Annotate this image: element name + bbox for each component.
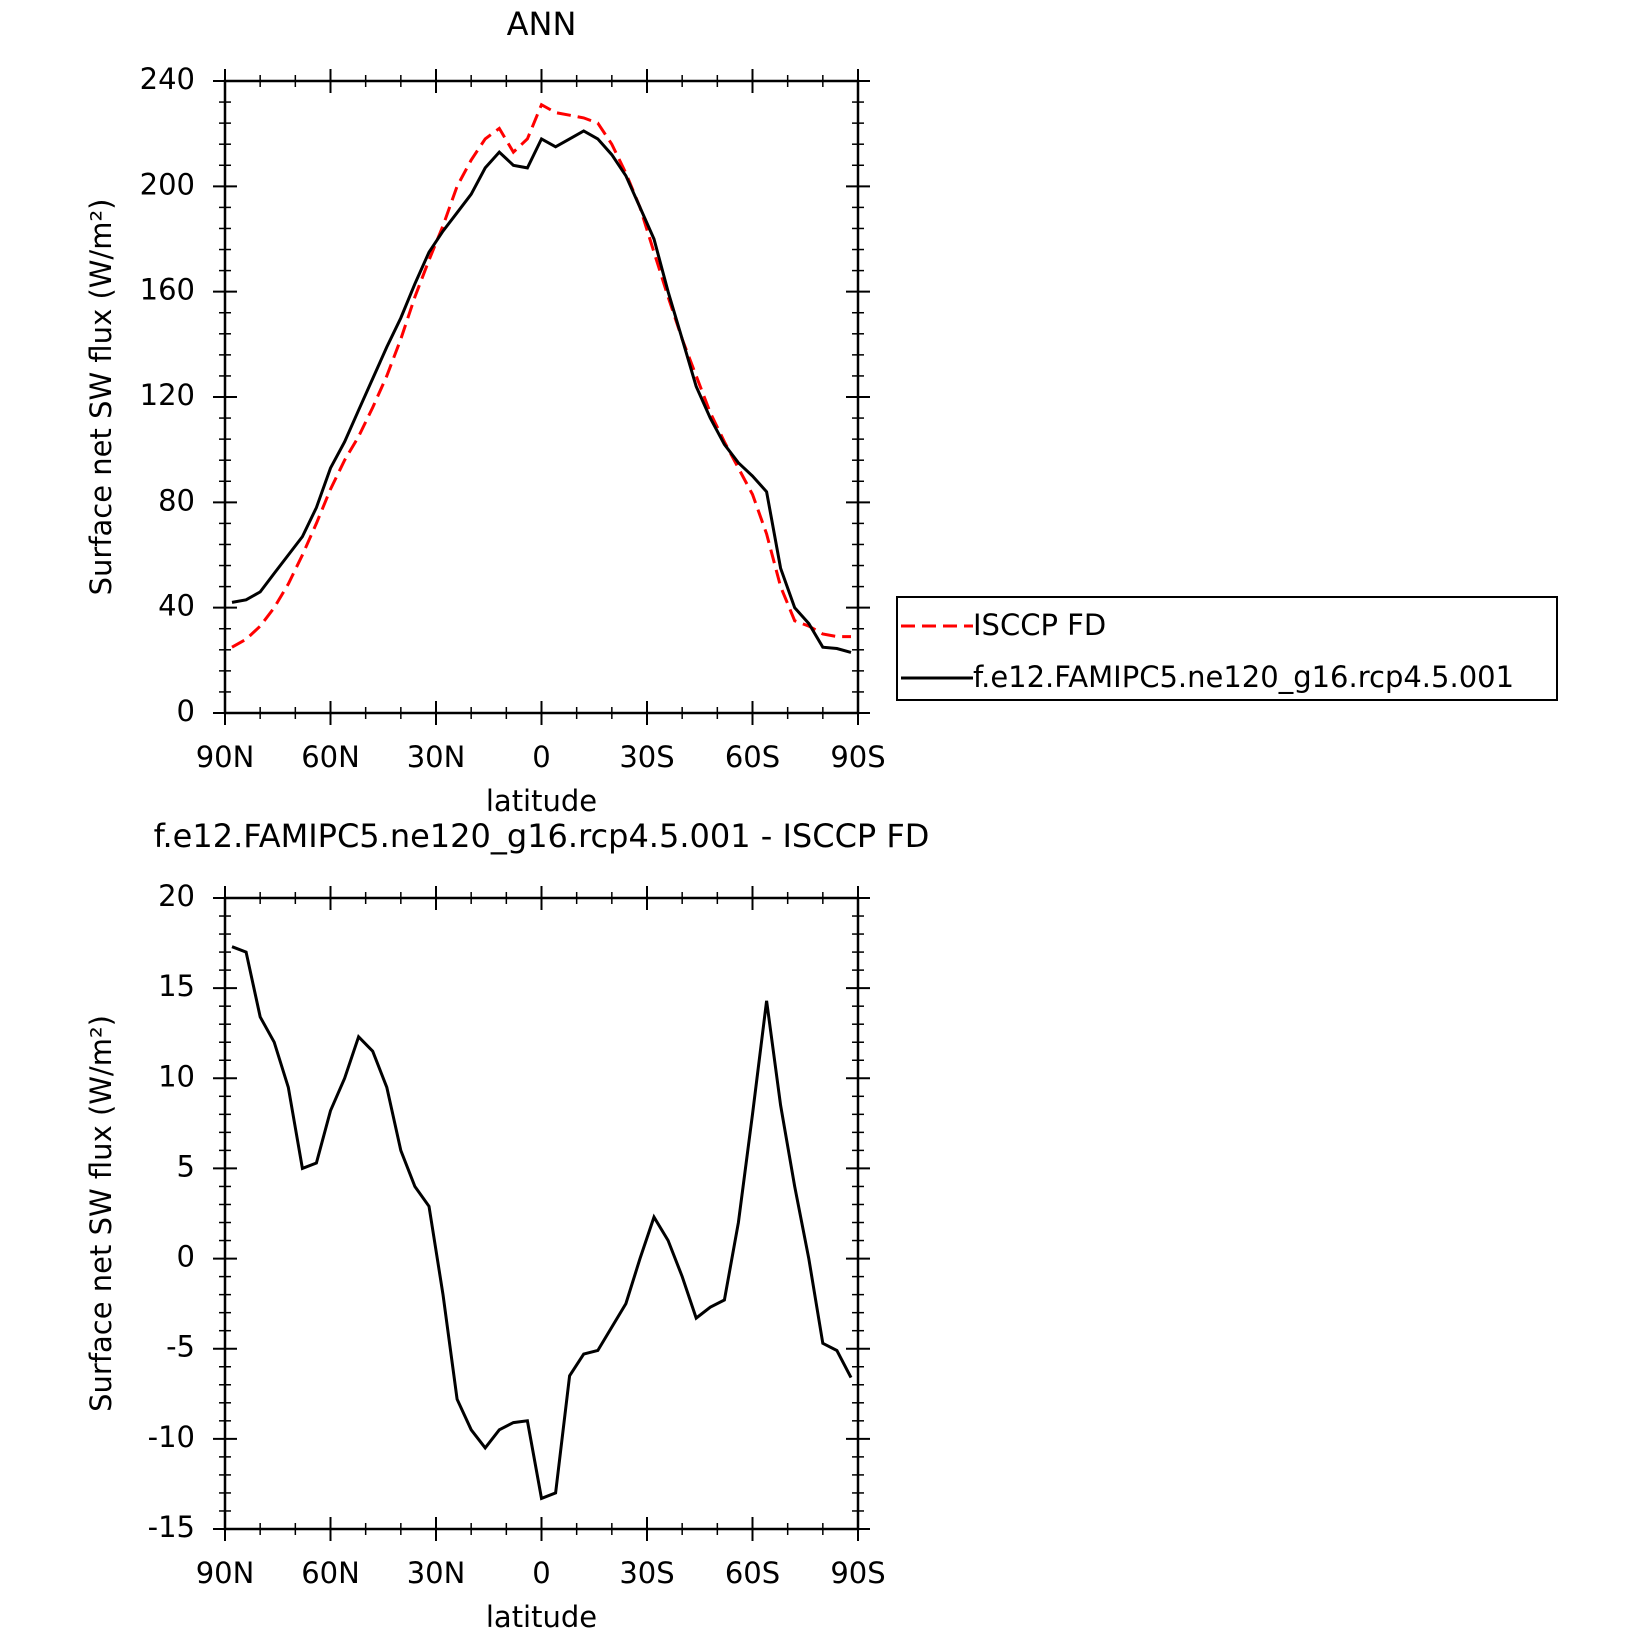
- x-tick-label: 30S: [619, 740, 674, 774]
- series-line: [231, 945, 853, 1501]
- x-tick-label: 90S: [830, 1556, 885, 1590]
- y-tick-label: 20: [158, 879, 195, 913]
- x-tick-label: 90N: [196, 1556, 255, 1590]
- chart-title: f.e12.FAMIPC5.ne120_g16.rcp4.5.001 - ISC…: [154, 817, 930, 855]
- y-tick-label: 0: [177, 694, 195, 728]
- y-tick-label: -15: [148, 1510, 195, 1544]
- legend-label: ISCCP FD: [973, 608, 1106, 642]
- y-tick-label: 5: [177, 1149, 195, 1183]
- x-axis-label: latitude: [486, 784, 597, 818]
- y-tick-label: -10: [148, 1420, 195, 1454]
- x-tick-label: 0: [532, 1556, 550, 1590]
- y-tick-label: 160: [140, 273, 195, 307]
- x-tick-label: 60N: [301, 1556, 360, 1590]
- y-tick-label: 0: [177, 1240, 195, 1274]
- x-tick-label: 0: [532, 740, 550, 774]
- y-tick-label: 10: [158, 1059, 195, 1093]
- y-tick-label: 200: [140, 167, 195, 201]
- x-tick-label: 60S: [725, 740, 780, 774]
- legend-box: [896, 596, 1558, 701]
- legend-label: f.e12.FAMIPC5.ne120_g16.rcp4.5.001: [973, 660, 1514, 694]
- plot-frame: [223, 79, 860, 715]
- y-tick-label: 120: [140, 378, 195, 412]
- x-tick-label: 30N: [407, 1556, 466, 1590]
- x-tick-label: 60S: [725, 1556, 780, 1590]
- series-line: [231, 102, 851, 649]
- series-line: [231, 129, 852, 654]
- y-tick-label: 80: [158, 483, 195, 517]
- y-axis-label: Surface net SW flux (W/m²): [84, 199, 118, 596]
- chart-title: ANN: [507, 5, 577, 43]
- x-tick-label: 30N: [407, 740, 466, 774]
- y-tick-label: 240: [140, 62, 195, 96]
- y-tick-label: 40: [158, 589, 195, 623]
- y-axis-label: Surface net SW flux (W/m²): [84, 1015, 118, 1412]
- y-tick-label: 15: [158, 969, 195, 1003]
- x-tick-label: 90S: [830, 740, 885, 774]
- x-tick-label: 90N: [196, 740, 255, 774]
- x-axis-label: latitude: [486, 1600, 597, 1634]
- plot-frame: [223, 896, 860, 1531]
- y-tick-label: -5: [166, 1330, 195, 1364]
- x-tick-label: 60N: [301, 740, 360, 774]
- x-tick-label: 30S: [619, 1556, 674, 1590]
